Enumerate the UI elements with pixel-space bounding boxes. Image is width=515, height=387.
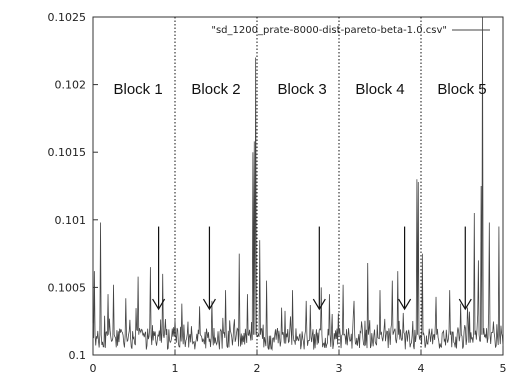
y-tick-label: 0.1015 — [48, 146, 87, 159]
block-label: Block 5 — [437, 81, 486, 98]
down-arrow-icon — [312, 226, 326, 311]
y-tick-label: 0.1025 — [48, 11, 87, 24]
block-label: Block 4 — [355, 81, 404, 98]
block-labels: Block 1 Block 2 Block 3 Block 4 Block 5 — [113, 81, 486, 98]
x-tick-label: 0 — [90, 362, 97, 375]
block-boundaries — [174, 17, 422, 355]
annotation-arrows — [152, 226, 472, 311]
series-line — [92, 16, 504, 352]
y-tick-label: 0.102 — [55, 79, 87, 92]
x-tick-label: 5 — [500, 362, 507, 375]
data-series — [92, 16, 504, 352]
y-tick-label: 0.101 — [55, 214, 87, 227]
down-arrow-icon — [458, 226, 472, 311]
block-label: Block 2 — [191, 81, 240, 98]
y-axis: 0.1 0.1005 0.101 0.1015 0.102 0.1025 — [48, 11, 98, 362]
block-label: Block 1 — [113, 81, 162, 98]
x-tick-label: 3 — [336, 362, 343, 375]
legend-entry-text: "sd_1200_prate-8000-dist-pareto-beta-1.0… — [211, 25, 447, 36]
legend: "sd_1200_prate-8000-dist-pareto-beta-1.0… — [211, 25, 490, 36]
down-arrow-icon — [152, 226, 166, 311]
y-tick-label: 0.1005 — [48, 281, 87, 294]
x-axis: 0 1 2 3 4 5 — [90, 350, 507, 375]
y-tick-label: 0.1 — [69, 349, 87, 362]
down-arrow-icon — [202, 226, 216, 311]
x-tick-label: 4 — [418, 362, 425, 375]
x-tick-label: 1 — [172, 362, 179, 375]
x-tick-label: 2 — [254, 362, 261, 375]
block-label: Block 3 — [277, 81, 326, 98]
down-arrow-icon — [398, 226, 412, 311]
plot-area — [92, 16, 504, 356]
